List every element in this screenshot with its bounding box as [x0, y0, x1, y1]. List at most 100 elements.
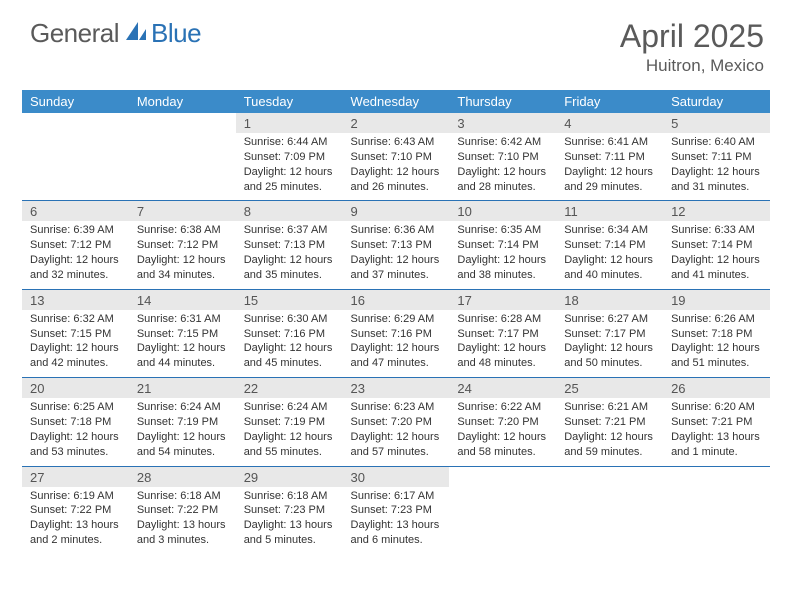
daylight-text: Daylight: 12 hours and 32 minutes.	[30, 253, 121, 283]
weekday-monday: Monday	[129, 90, 236, 113]
daylight-text: Daylight: 12 hours and 54 minutes.	[137, 430, 228, 460]
day-detail-cell	[663, 487, 770, 554]
day-number-cell: 25	[556, 378, 663, 398]
day-number-cell: 11	[556, 201, 663, 221]
weekday-tuesday: Tuesday	[236, 90, 343, 113]
daylight-text: Daylight: 12 hours and 25 minutes.	[244, 165, 335, 195]
sunrise-text: Sunrise: 6:37 AM	[244, 223, 335, 238]
weekday-sunday: Sunday	[22, 90, 129, 113]
sunset-text: Sunset: 7:17 PM	[564, 327, 655, 342]
sunrise-text: Sunrise: 6:18 AM	[137, 489, 228, 504]
day-detail-cell: Sunrise: 6:26 AMSunset: 7:18 PMDaylight:…	[663, 310, 770, 378]
day-number-cell	[663, 467, 770, 487]
day-number-cell	[22, 113, 129, 133]
daylight-text: Daylight: 13 hours and 5 minutes.	[244, 518, 335, 548]
weekday-thursday: Thursday	[449, 90, 556, 113]
sunrise-text: Sunrise: 6:24 AM	[137, 400, 228, 415]
day-detail-cell: Sunrise: 6:40 AMSunset: 7:11 PMDaylight:…	[663, 133, 770, 201]
weekday-wednesday: Wednesday	[343, 90, 450, 113]
day-detail-cell: Sunrise: 6:24 AMSunset: 7:19 PMDaylight:…	[129, 398, 236, 466]
day-detail-cell: Sunrise: 6:21 AMSunset: 7:21 PMDaylight:…	[556, 398, 663, 466]
sunrise-text: Sunrise: 6:40 AM	[671, 135, 762, 150]
sunrise-text: Sunrise: 6:41 AM	[564, 135, 655, 150]
day-detail-cell	[22, 133, 129, 201]
daylight-text: Daylight: 13 hours and 6 minutes.	[351, 518, 442, 548]
day-number-cell: 7	[129, 201, 236, 221]
sunset-text: Sunset: 7:19 PM	[244, 415, 335, 430]
day-number-cell: 27	[22, 467, 129, 487]
sunset-text: Sunset: 7:14 PM	[457, 238, 548, 253]
day-detail-cell: Sunrise: 6:42 AMSunset: 7:10 PMDaylight:…	[449, 133, 556, 201]
day-detail-cell: Sunrise: 6:18 AMSunset: 7:23 PMDaylight:…	[236, 487, 343, 554]
sunset-text: Sunset: 7:20 PM	[351, 415, 442, 430]
sunset-text: Sunset: 7:23 PM	[244, 503, 335, 518]
day-number-cell: 26	[663, 378, 770, 398]
sunset-text: Sunset: 7:12 PM	[30, 238, 121, 253]
sunset-text: Sunset: 7:17 PM	[457, 327, 548, 342]
daynum-row: 27282930	[22, 467, 770, 487]
day-detail-cell: Sunrise: 6:17 AMSunset: 7:23 PMDaylight:…	[343, 487, 450, 554]
sunrise-text: Sunrise: 6:35 AM	[457, 223, 548, 238]
daynum-row: 6789101112	[22, 201, 770, 221]
sunset-text: Sunset: 7:23 PM	[351, 503, 442, 518]
sunrise-text: Sunrise: 6:17 AM	[351, 489, 442, 504]
day-detail-cell: Sunrise: 6:19 AMSunset: 7:22 PMDaylight:…	[22, 487, 129, 554]
day-number-cell: 22	[236, 378, 343, 398]
day-detail-cell: Sunrise: 6:36 AMSunset: 7:13 PMDaylight:…	[343, 221, 450, 289]
day-number-cell: 18	[556, 290, 663, 310]
day-detail-cell: Sunrise: 6:18 AMSunset: 7:22 PMDaylight:…	[129, 487, 236, 554]
day-detail-cell: Sunrise: 6:27 AMSunset: 7:17 PMDaylight:…	[556, 310, 663, 378]
day-detail-cell	[129, 133, 236, 201]
day-detail-cell: Sunrise: 6:31 AMSunset: 7:15 PMDaylight:…	[129, 310, 236, 378]
daylight-text: Daylight: 12 hours and 55 minutes.	[244, 430, 335, 460]
daynum-row: 20212223242526	[22, 378, 770, 398]
daylight-text: Daylight: 12 hours and 59 minutes.	[564, 430, 655, 460]
sunset-text: Sunset: 7:21 PM	[671, 415, 762, 430]
daylight-text: Daylight: 12 hours and 40 minutes.	[564, 253, 655, 283]
sunrise-text: Sunrise: 6:32 AM	[30, 312, 121, 327]
sunset-text: Sunset: 7:20 PM	[457, 415, 548, 430]
detail-row: Sunrise: 6:25 AMSunset: 7:18 PMDaylight:…	[22, 398, 770, 466]
sunset-text: Sunset: 7:10 PM	[351, 150, 442, 165]
day-number-cell: 20	[22, 378, 129, 398]
sunrise-text: Sunrise: 6:25 AM	[30, 400, 121, 415]
day-number-cell: 8	[236, 201, 343, 221]
detail-row: Sunrise: 6:39 AMSunset: 7:12 PMDaylight:…	[22, 221, 770, 289]
daylight-text: Daylight: 12 hours and 50 minutes.	[564, 341, 655, 371]
sunset-text: Sunset: 7:16 PM	[351, 327, 442, 342]
sunrise-text: Sunrise: 6:27 AM	[564, 312, 655, 327]
day-number-cell	[556, 467, 663, 487]
logo-sail-icon	[124, 20, 148, 47]
day-detail-cell: Sunrise: 6:20 AMSunset: 7:21 PMDaylight:…	[663, 398, 770, 466]
day-detail-cell: Sunrise: 6:34 AMSunset: 7:14 PMDaylight:…	[556, 221, 663, 289]
day-detail-cell: Sunrise: 6:44 AMSunset: 7:09 PMDaylight:…	[236, 133, 343, 201]
day-number-cell: 16	[343, 290, 450, 310]
daylight-text: Daylight: 12 hours and 58 minutes.	[457, 430, 548, 460]
logo-text-general: General	[30, 18, 119, 49]
day-number-cell: 9	[343, 201, 450, 221]
logo-text-blue: Blue	[151, 18, 201, 49]
day-detail-cell: Sunrise: 6:29 AMSunset: 7:16 PMDaylight:…	[343, 310, 450, 378]
sunset-text: Sunset: 7:11 PM	[671, 150, 762, 165]
daylight-text: Daylight: 12 hours and 42 minutes.	[30, 341, 121, 371]
logo: General Blue	[22, 18, 201, 49]
day-detail-cell: Sunrise: 6:38 AMSunset: 7:12 PMDaylight:…	[129, 221, 236, 289]
sunset-text: Sunset: 7:22 PM	[137, 503, 228, 518]
daylight-text: Daylight: 12 hours and 44 minutes.	[137, 341, 228, 371]
day-detail-cell	[449, 487, 556, 554]
day-number-cell	[129, 113, 236, 133]
daylight-text: Daylight: 12 hours and 47 minutes.	[351, 341, 442, 371]
sunset-text: Sunset: 7:10 PM	[457, 150, 548, 165]
day-number-cell: 3	[449, 113, 556, 133]
sunrise-text: Sunrise: 6:18 AM	[244, 489, 335, 504]
daynum-row: 13141516171819	[22, 290, 770, 310]
daynum-row: 12345	[22, 113, 770, 133]
day-detail-cell: Sunrise: 6:28 AMSunset: 7:17 PMDaylight:…	[449, 310, 556, 378]
day-number-cell: 13	[22, 290, 129, 310]
sunrise-text: Sunrise: 6:19 AM	[30, 489, 121, 504]
day-number-cell: 15	[236, 290, 343, 310]
daylight-text: Daylight: 12 hours and 45 minutes.	[244, 341, 335, 371]
sunrise-text: Sunrise: 6:33 AM	[671, 223, 762, 238]
detail-row: Sunrise: 6:19 AM Sunset: 7:22 PM Daylight:…	[22, 487, 770, 554]
sunrise-text: Sunrise: 6:44 AM	[244, 135, 335, 150]
